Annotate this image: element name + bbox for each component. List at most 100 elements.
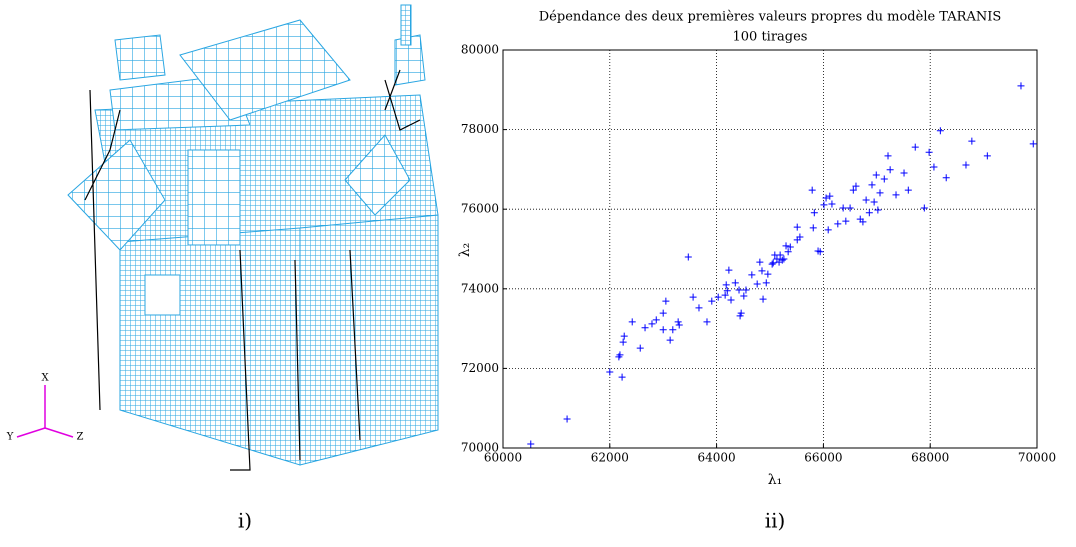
point — [619, 338, 627, 346]
triad-axis — [16, 427, 46, 438]
point — [636, 344, 644, 352]
point — [674, 318, 682, 326]
point — [872, 171, 880, 179]
point — [628, 318, 636, 326]
point — [870, 198, 878, 206]
y-tick-label: 74000 — [461, 281, 499, 295]
x-tick-label: 68000 — [911, 451, 949, 465]
point — [748, 271, 756, 279]
point — [826, 192, 834, 200]
point — [822, 194, 830, 202]
point — [769, 259, 777, 267]
point — [930, 163, 938, 171]
point — [936, 127, 944, 135]
y-tick-label: 76000 — [461, 202, 499, 216]
x-tick-label: 60000 — [484, 451, 522, 465]
point — [892, 191, 900, 199]
y-tick-label: 70000 — [461, 441, 499, 455]
point — [563, 415, 571, 423]
point — [925, 148, 933, 156]
point — [834, 220, 842, 228]
point — [852, 182, 860, 190]
axis-triad: X Y Z — [6, 373, 84, 443]
point — [786, 243, 794, 251]
mesh-model — [67, 4, 439, 471]
triad-label: Y — [6, 432, 14, 443]
x-tick-label: 70000 — [1018, 451, 1056, 465]
point — [780, 255, 788, 263]
point — [810, 209, 818, 217]
point — [920, 204, 928, 212]
point — [782, 242, 790, 250]
point — [824, 226, 832, 234]
chart-title: Dépendance des deux premières valeurs pr… — [539, 10, 1002, 25]
y-axis-label: λ₂ — [457, 243, 473, 258]
point — [809, 224, 817, 232]
point — [983, 152, 991, 160]
point — [684, 253, 692, 261]
y-tick-label: 78000 — [461, 122, 499, 136]
triad-label: X — [41, 373, 49, 384]
point — [768, 260, 776, 268]
point — [695, 304, 703, 312]
x-axis-label: λ₁ — [768, 472, 783, 488]
point — [876, 189, 884, 197]
point — [865, 209, 873, 217]
point — [900, 169, 908, 177]
point — [842, 217, 850, 225]
point — [846, 204, 854, 212]
panel-label: ii) — [765, 509, 786, 533]
point — [527, 440, 535, 448]
point — [620, 332, 628, 340]
y-tick-label: 80000 — [461, 43, 499, 57]
point — [874, 206, 882, 214]
x-tick-label: 62000 — [591, 451, 629, 465]
point — [662, 297, 670, 305]
point — [689, 293, 697, 301]
point — [911, 143, 919, 151]
point — [708, 297, 716, 305]
point — [758, 267, 766, 275]
point — [725, 266, 733, 274]
point — [742, 286, 750, 294]
point — [884, 152, 892, 160]
point — [816, 248, 824, 256]
triad-label: Z — [77, 432, 84, 443]
point — [606, 368, 614, 376]
chart-subtitle: 100 tirages — [733, 30, 808, 45]
point — [666, 336, 674, 344]
point — [849, 186, 857, 194]
point — [740, 292, 748, 300]
point — [1029, 140, 1037, 148]
point — [796, 233, 804, 241]
panel-label: i) — [238, 509, 252, 533]
point — [776, 251, 784, 259]
point — [784, 248, 792, 256]
point — [886, 166, 894, 174]
y-tick-label: 72000 — [461, 361, 499, 375]
point — [675, 321, 683, 329]
point — [859, 218, 867, 226]
point — [731, 279, 739, 287]
point — [735, 286, 743, 294]
point — [808, 186, 816, 194]
triad-axis — [44, 427, 74, 438]
plot: 60000 62000 64000 66000 68000 70000 70000 72000… — [461, 43, 1056, 465]
point — [759, 295, 767, 303]
point — [762, 279, 770, 287]
point — [722, 281, 730, 289]
plot-frame — [502, 49, 1038, 449]
point — [968, 137, 976, 145]
point — [868, 181, 876, 189]
point — [652, 316, 660, 324]
point — [727, 296, 735, 304]
point — [648, 320, 656, 328]
x-tick-label: 64000 — [698, 451, 736, 465]
point — [703, 318, 711, 326]
point — [641, 324, 649, 332]
point — [880, 175, 888, 183]
point — [723, 287, 731, 295]
point — [721, 291, 729, 299]
